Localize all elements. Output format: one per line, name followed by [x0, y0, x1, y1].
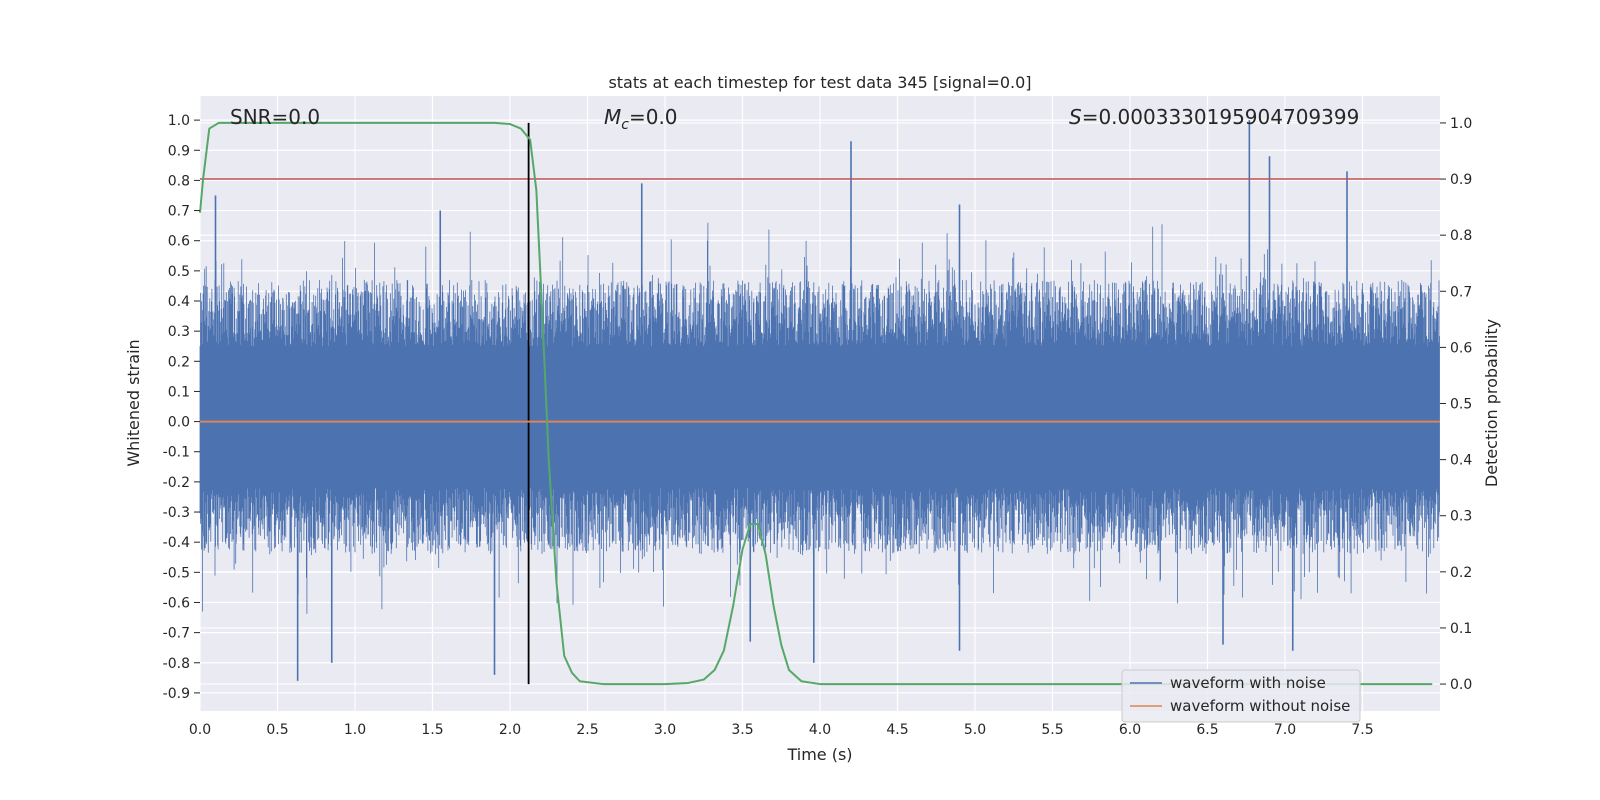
- series-waveform-with-noise: [199, 120, 1440, 681]
- y-axis-label: Whitened strain: [124, 339, 143, 466]
- x-tick-label: 1.5: [421, 722, 443, 738]
- y-tick-label: -0.7: [163, 626, 190, 642]
- y-tick-label: 0.7: [168, 204, 190, 220]
- s-symbol: S: [1069, 105, 1082, 129]
- y-tick-label: 0.9: [168, 143, 190, 159]
- y2-tick-label: 0.2: [1450, 565, 1472, 581]
- legend: waveform with noise waveform without noi…: [1121, 669, 1361, 723]
- y-tick-label: 0.2: [168, 354, 190, 370]
- y2-tick-label: 0.6: [1450, 340, 1472, 356]
- chart-title: stats at each timestep for test data 345…: [608, 73, 1031, 92]
- x-tick-label: 5.5: [1041, 722, 1063, 738]
- y-tick-label: 0.5: [168, 264, 190, 280]
- y2-tick-label: 0.1: [1450, 621, 1472, 637]
- y-tick-label: -0.3: [163, 505, 190, 521]
- x-tick-label: 3.0: [654, 722, 676, 738]
- y2-tick-label: 0.8: [1450, 228, 1472, 244]
- y2-tick-label: 0.7: [1450, 284, 1472, 300]
- x-tick-label: 1.0: [344, 722, 366, 738]
- x-tick-label: 4.0: [809, 722, 831, 738]
- series-detection-probability: [199, 121, 1433, 686]
- lines: [199, 121, 1440, 686]
- y2-axis-label: Detection probability: [1482, 319, 1501, 487]
- x-tick-label: 7.5: [1351, 722, 1373, 738]
- y-tick-label: -0.6: [163, 595, 190, 611]
- y-tick-label: 0.6: [168, 234, 190, 250]
- y-tick-label: 1.0: [168, 113, 190, 129]
- x-tick-label: 2.0: [499, 722, 521, 738]
- y-tick-label: -0.5: [163, 565, 190, 581]
- y-tick-label: -0.9: [163, 686, 190, 702]
- y2-tick-label: 1.0: [1450, 116, 1472, 132]
- chirp-mass-value: =0.0: [629, 105, 678, 129]
- y-tick-label: -0.4: [163, 535, 190, 551]
- x-tick-label: 0.5: [266, 722, 288, 738]
- x-tick-label: 2.5: [576, 722, 598, 738]
- chirp-mass-subscript: c: [621, 117, 629, 133]
- legend-box: [1121, 669, 1361, 723]
- y-tick-label: -0.1: [163, 445, 190, 461]
- x-tick-label: 6.0: [1119, 722, 1141, 738]
- x-tick-label: 3.5: [731, 722, 753, 738]
- x-axis-ticks: 0.0 0.5 1.0 1.5 2.0 2.5 3.0 3.5 4.0 4.5 5.0 5.5 6.0 6…: [189, 722, 1374, 738]
- y-tick-label: 0.3: [168, 324, 190, 340]
- y-tick-label: 0.1: [168, 384, 190, 400]
- y2-tick-label: 0.4: [1450, 453, 1472, 469]
- x-tick-label: 6.5: [1196, 722, 1218, 738]
- y2-tick-label: 0.3: [1450, 509, 1472, 525]
- y2-tick-label: 0.9: [1450, 172, 1472, 188]
- y-axis-ticks: 1.0 0.9 0.8 0.7 0.6 0.5 0.4 0.3 0.2 0.1 0.0 -0.1 -0.…: [163, 113, 200, 702]
- x-tick-label: 0.0: [189, 722, 211, 738]
- y2-axis-ticks: 1.0 0.9 0.8 0.7 0.6 0.5 0.4 0.3 0.2 0.1 0.0: [1440, 116, 1472, 693]
- x-tick-label: 5.0: [964, 722, 986, 738]
- s-value: =0.0003330195904709399: [1082, 105, 1360, 129]
- y-tick-label: 0.4: [168, 294, 190, 310]
- x-tick-label: 4.5: [886, 722, 908, 738]
- y-tick-label: 0.8: [168, 173, 190, 189]
- legend-label-waveform-without-noise: waveform without noise: [1170, 697, 1350, 715]
- y-tick-label: -0.8: [163, 656, 190, 672]
- chirp-mass-annotation: Mc=0.0: [604, 105, 678, 133]
- x-tick-label: 7.0: [1274, 722, 1296, 738]
- y2-tick-label: 0.0: [1450, 677, 1472, 693]
- snr-annotation: SNR=0.0: [230, 105, 320, 129]
- x-axis-label: Time (s): [786, 745, 852, 764]
- s-annotation: S=0.0003330195904709399: [1069, 105, 1359, 129]
- y2-tick-label: 0.5: [1450, 397, 1472, 413]
- y-tick-label: 0.0: [168, 415, 190, 431]
- legend-label-waveform-with-noise: waveform with noise: [1170, 674, 1326, 692]
- y-tick-label: -0.2: [163, 475, 190, 491]
- chirp-mass-symbol: M: [604, 105, 621, 129]
